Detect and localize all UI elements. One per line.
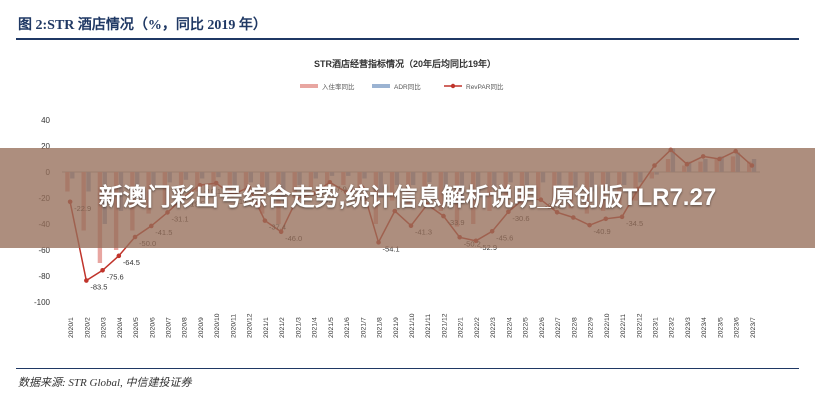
x-tick-label: 2022/4 [506, 317, 513, 338]
x-tick-label: 2020/11 [230, 314, 237, 338]
x-tick-label: 2021/8 [377, 317, 384, 338]
x-tick-label: 2021/4 [312, 317, 319, 338]
x-tick-label: 2020/10 [214, 313, 221, 338]
x-tick-label: 2021/10 [409, 313, 416, 338]
x-tick-label: 2022/5 [523, 317, 530, 338]
x-tick-label: 2023/3 [685, 317, 692, 338]
x-tick-label: 2020/5 [133, 317, 140, 338]
y-tick-label: -60 [38, 246, 50, 255]
x-tick-label: 2020/12 [247, 313, 254, 338]
x-tick-label: 2021/5 [328, 317, 335, 338]
figure-title: 图 2:STR 酒店情况（%，同比 2019 年） [18, 18, 267, 33]
x-tick-label: 2020/8 [182, 317, 189, 338]
revpar-data-label: -54.1 [383, 244, 400, 253]
source-note: 数据来源: STR Global, 中信建投证券 [18, 377, 192, 389]
x-tick-label: 2022/3 [490, 317, 497, 338]
legend-label: 入住率同比 [322, 82, 355, 91]
banner-text: 新澳门彩出号综合走势,统计信息解析说明_原创版TLR7.27 [98, 184, 717, 211]
x-tick-label: 2020/2 [84, 317, 91, 338]
x-tick-label: 2022/11 [620, 314, 627, 338]
x-tick-label: 2022/1 [458, 317, 465, 338]
legend-label: RevPAR同比 [466, 82, 504, 91]
x-tick-label: 2021/9 [393, 317, 400, 338]
x-tick-label: 2021/11 [425, 314, 432, 338]
y-tick-label: -100 [34, 298, 51, 307]
revpar-data-label: -75.6 [107, 272, 124, 281]
legend-label: ADR同比 [394, 82, 421, 91]
x-tick-label: 2021/12 [441, 313, 448, 338]
x-tick-label: 2020/6 [149, 317, 156, 338]
x-tick-label: 2021/7 [360, 317, 367, 338]
x-tick-label: 2020/1 [68, 317, 75, 338]
x-tick-label: 2020/7 [166, 317, 173, 338]
x-tick-label: 2021/2 [279, 317, 286, 338]
x-tick-label: 2021/6 [344, 317, 351, 338]
x-tick-label: 2023/2 [669, 317, 676, 338]
revpar-point [84, 278, 89, 283]
x-tick-label: 2021/3 [295, 317, 302, 338]
legend-marker [450, 83, 456, 89]
x-tick-label: 2022/8 [571, 317, 578, 338]
y-tick-label: -80 [38, 272, 50, 281]
x-tick-label: 2020/3 [101, 317, 108, 338]
x-tick-label: 2022/6 [539, 317, 546, 338]
revpar-point [100, 267, 105, 273]
promo-banner: 新澳门彩出号综合走势,统计信息解析说明_原创版TLR7.27 [0, 148, 815, 248]
x-tick-label: 2023/4 [701, 317, 708, 338]
x-tick-label: 2023/1 [652, 317, 659, 338]
x-tick-label: 2021/1 [263, 317, 270, 338]
legend-swatch [372, 84, 390, 88]
x-tick-label: 2020/4 [117, 317, 124, 338]
chart-title: STR酒店经营指标情况（20年后均同比19年） [314, 58, 496, 69]
x-tick-label: 2022/2 [474, 317, 481, 338]
y-tick-label: 40 [41, 116, 50, 125]
chart-axes: 40200-20-40-60-80-1002020/12020/22020/32… [34, 116, 760, 338]
x-tick-label: 2023/6 [734, 317, 741, 338]
source-rule [16, 368, 799, 369]
x-tick-label: 2023/5 [717, 317, 724, 338]
x-tick-label: 2023/7 [750, 317, 757, 338]
title-rule [16, 38, 799, 40]
legend-swatch [300, 84, 318, 88]
chart-legend: 入住率同比 ADR同比 RevPAR同比 [300, 82, 504, 91]
x-tick-label: 2022/7 [555, 317, 562, 338]
x-tick-label: 2020/9 [198, 317, 205, 338]
y-tick-label: 20 [41, 142, 50, 151]
x-tick-label: 2022/10 [604, 313, 611, 338]
revpar-point [116, 253, 122, 259]
x-tick-label: 2022/9 [588, 317, 595, 338]
revpar-data-label: -83.5 [90, 283, 107, 292]
revpar-data-label: -64.5 [123, 258, 140, 267]
x-tick-label: 2022/12 [636, 313, 643, 338]
